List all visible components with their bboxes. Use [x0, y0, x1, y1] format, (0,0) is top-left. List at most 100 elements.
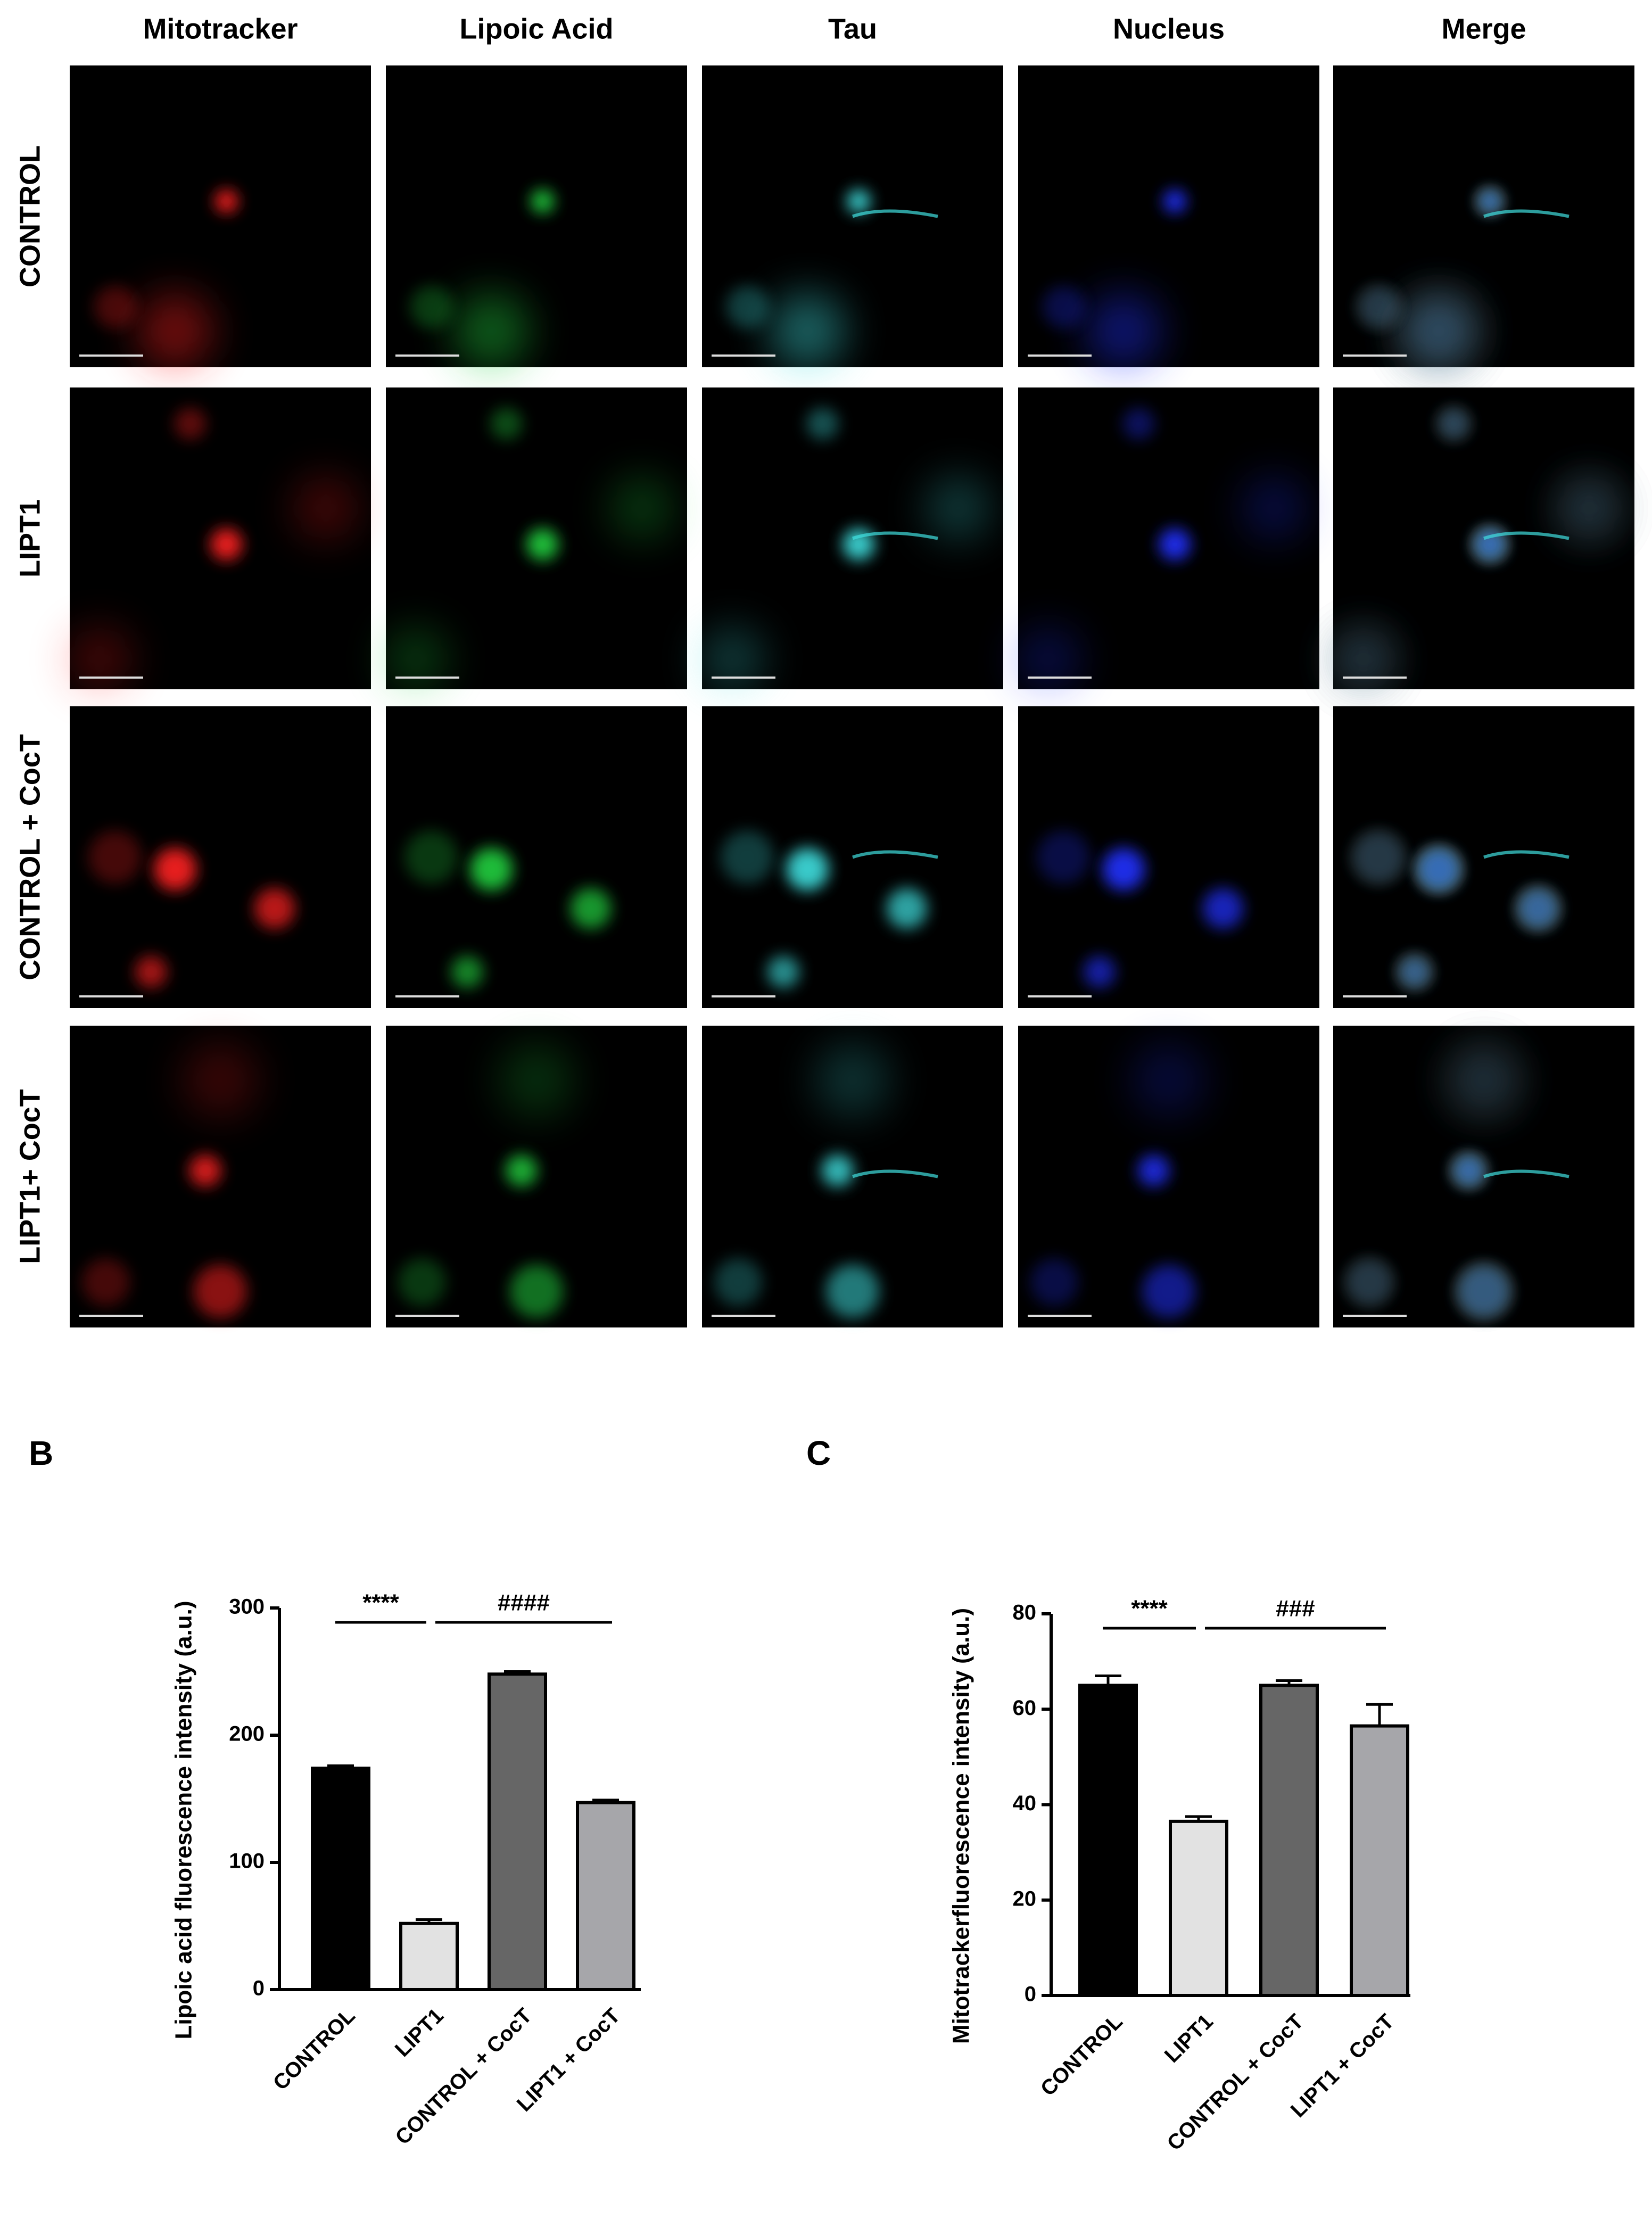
cell — [1478, 189, 1502, 213]
cell — [847, 189, 871, 213]
micrograph — [70, 65, 371, 368]
cell — [1137, 1154, 1170, 1187]
micrograph — [1016, 387, 1319, 691]
cell — [1357, 285, 1400, 328]
cell — [1016, 627, 1080, 691]
micrograph — [70, 706, 371, 1008]
y-tick-label: 0 — [1025, 1983, 1036, 2006]
cell — [183, 1043, 258, 1118]
micrograph — [1333, 706, 1634, 1008]
column-header: Nucleus — [1113, 13, 1225, 45]
micrograph — [1333, 65, 1634, 368]
micrograph — [68, 387, 371, 691]
cell — [409, 285, 452, 328]
cell — [1457, 1264, 1510, 1318]
cell — [815, 1043, 890, 1118]
cell — [490, 408, 523, 440]
cell — [1083, 955, 1116, 988]
x-tick-label: LIPT1 — [391, 2004, 448, 2061]
cell — [1036, 830, 1090, 884]
cell — [1438, 408, 1470, 440]
cell — [1042, 285, 1085, 328]
cell — [384, 627, 448, 691]
cell — [725, 285, 769, 328]
cell — [826, 1264, 879, 1318]
micrograph — [384, 387, 687, 691]
micrograph — [1333, 1026, 1634, 1327]
cell — [505, 1154, 538, 1187]
row-label: CONTROL + CocT — [14, 734, 46, 980]
significance-label: ### — [1276, 1596, 1315, 1622]
cell — [194, 1264, 247, 1318]
neurite — [852, 209, 938, 218]
cell — [1557, 476, 1622, 540]
cell — [174, 408, 206, 440]
neurite — [1483, 531, 1570, 540]
x-tick-label: LIPT1 — [1160, 2010, 1218, 2067]
cell — [404, 830, 458, 884]
bar — [488, 1672, 547, 1991]
cell — [786, 848, 829, 891]
significance-label: **** — [1131, 1596, 1168, 1622]
y-tick-label: 200 — [229, 1722, 265, 1746]
column-header: Mitotracker — [143, 13, 298, 45]
bar — [1078, 1684, 1138, 1997]
bar — [399, 1921, 459, 1991]
cell — [294, 476, 358, 540]
micrograph — [700, 387, 1003, 691]
cell — [821, 1154, 854, 1187]
cell — [93, 285, 136, 328]
cell — [1331, 627, 1395, 691]
cell — [700, 627, 764, 691]
cell — [189, 1154, 221, 1187]
cell — [1401, 293, 1476, 368]
cell — [1242, 476, 1307, 540]
neurite — [1483, 850, 1570, 859]
micrograph — [1018, 65, 1319, 368]
significance-label: **** — [362, 1590, 399, 1616]
bar — [576, 1801, 635, 1991]
micrograph — [1331, 387, 1634, 691]
row-label: LIPT1 — [14, 499, 46, 578]
y-tick-label: 60 — [1013, 1696, 1037, 1720]
cell — [1142, 1264, 1195, 1318]
column-header: Tau — [828, 13, 877, 45]
micrograph — [1018, 706, 1319, 1008]
micrograph — [386, 1026, 687, 1327]
y-tick-label: 20 — [1013, 1887, 1037, 1910]
x-tick-label: CONTROL — [1036, 2010, 1127, 2101]
cell — [88, 830, 142, 884]
panel-label: B — [29, 1434, 53, 1472]
cell — [714, 1258, 762, 1306]
cell — [68, 627, 132, 691]
micrograph — [702, 706, 1003, 1008]
cell — [398, 1258, 446, 1306]
bar — [1350, 1724, 1409, 1997]
cell — [610, 476, 674, 540]
cell — [454, 293, 529, 368]
y-tick-label: 300 — [229, 1595, 265, 1619]
neurite — [852, 850, 938, 859]
row-label: LIPT1+ CocT — [14, 1089, 46, 1264]
cell — [1102, 848, 1145, 891]
bar — [1169, 1819, 1228, 1997]
significance-label: #### — [498, 1590, 550, 1616]
y-tick-label: 80 — [1013, 1601, 1037, 1624]
cell — [1517, 888, 1558, 929]
cell — [770, 293, 845, 368]
cell — [1345, 1258, 1393, 1306]
cell — [1030, 1258, 1078, 1306]
cell — [926, 476, 990, 540]
y-axis-label: Lipoic acid fluorescence intensity (a.u.… — [171, 1601, 197, 2040]
neurite — [1483, 1169, 1570, 1178]
cell — [254, 888, 295, 929]
y-axis-label: Mitotrackerfluorescence intensity (a.u.) — [948, 1608, 974, 2044]
neurite — [852, 1169, 938, 1178]
cell — [806, 408, 839, 440]
row-label: CONTROL — [14, 145, 46, 287]
cell — [886, 888, 927, 929]
cell — [1122, 408, 1155, 440]
cell — [1447, 1043, 1521, 1118]
column-header: Merge — [1441, 13, 1526, 45]
